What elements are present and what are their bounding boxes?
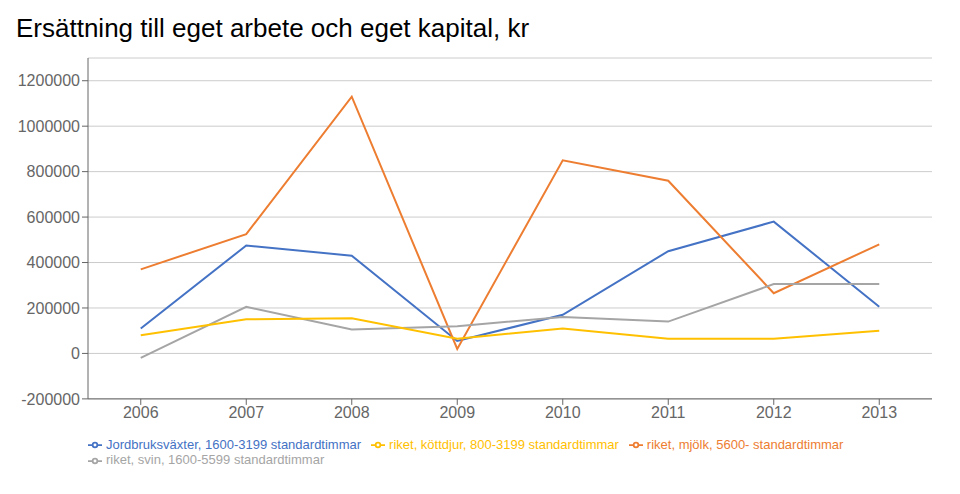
svg-text:2011: 2011 (651, 404, 686, 421)
svg-text:200000: 200000 (27, 300, 80, 317)
svg-text:400000: 400000 (27, 254, 80, 271)
svg-text:1200000: 1200000 (18, 72, 80, 89)
svg-text:2010: 2010 (545, 404, 581, 421)
svg-text:1000000: 1000000 (18, 118, 80, 135)
html-text:riket, svin, 1600-5599 standar: riket, svin, 1600-5599 standardtimmar (106, 452, 325, 468)
svg-text:2006: 2006 (123, 404, 159, 421)
html-text:Jordbruksväxter, 1600-3199 sta: Jordbruksväxter, 1600-3199 standardtimma… (106, 436, 362, 452)
svg-text:2012: 2012 (756, 404, 792, 421)
svg-text:2009: 2009 (439, 404, 475, 421)
svg-text:2013: 2013 (861, 404, 897, 421)
html-text:riket, köttdjur, 800-3199 stan: riket, köttdjur, 800-3199 standardtimmar (389, 436, 619, 452)
svg-text:600000: 600000 (27, 209, 80, 226)
html-text:Ersättning till eget arbete oc: Ersättning till eget arbete och eget kap… (16, 13, 530, 43)
svg-text:-200000: -200000 (21, 391, 80, 408)
html-text:riket, mjölk, 5600- standardti: riket, mjölk, 5600- standardtimmar (646, 436, 844, 452)
svg-text:0: 0 (71, 345, 80, 362)
svg-text:2008: 2008 (334, 404, 370, 421)
svg-text:800000: 800000 (27, 163, 80, 180)
svg-text:2007: 2007 (228, 404, 264, 421)
